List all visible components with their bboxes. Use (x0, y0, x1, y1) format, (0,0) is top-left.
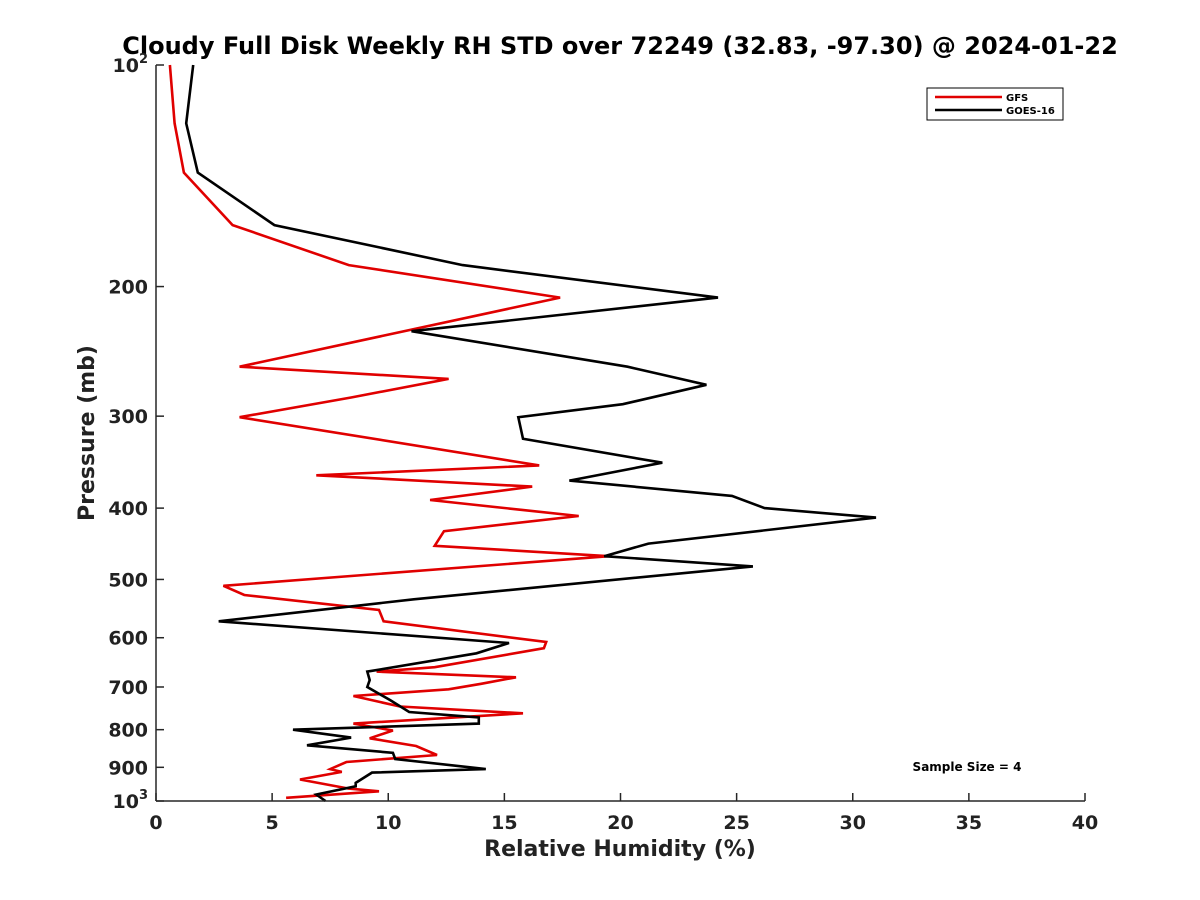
chart-title: Cloudy Full Disk Weekly RH STD over 7224… (122, 32, 1118, 60)
x-axis-label: Relative Humidity (%) (484, 837, 756, 862)
legend-label-gfs: GFS (1006, 93, 1028, 104)
y-axis-ticks: 102 200 300 400 500 600 700 800 900 103 (108, 52, 164, 813)
x-tick-label: 20 (607, 812, 633, 834)
y-tick-label: 103 (113, 788, 149, 813)
y-tick-label: 500 (108, 569, 148, 591)
x-tick-label: 35 (956, 812, 982, 834)
y-tick-label: 300 (108, 406, 148, 428)
x-tick-label: 30 (840, 812, 866, 834)
x-tick-label: 10 (375, 812, 401, 834)
x-axis-ticks: 0 5 10 15 20 25 30 35 40 (149, 793, 1098, 834)
legend: GFS GOES-16 (926, 87, 1064, 121)
plot-area (168, 64, 877, 803)
series-line-goes-16 (184, 64, 877, 803)
y-axis-label: Pressure (mb) (75, 345, 100, 521)
x-tick-label: 5 (266, 812, 279, 834)
x-tick-label: 0 (149, 812, 162, 834)
x-tick-label: 25 (723, 812, 749, 834)
y-tick-label: 200 (108, 277, 148, 299)
y-tick-label: 800 (108, 720, 148, 742)
x-tick-label: 15 (491, 812, 517, 834)
y-tick-label: 600 (108, 628, 148, 650)
y-tick-label: 102 (113, 52, 149, 77)
sample-size-annotation: Sample Size = 4 (913, 760, 1022, 774)
y-tick-label: 900 (108, 757, 148, 779)
legend-box (926, 87, 1064, 121)
y-tick-label: 400 (108, 498, 148, 520)
legend-label-goes16: GOES-16 (1006, 106, 1055, 117)
x-tick-label: 40 (1072, 812, 1098, 834)
y-tick-label: 700 (108, 677, 148, 699)
series-line-gfs (168, 64, 609, 800)
